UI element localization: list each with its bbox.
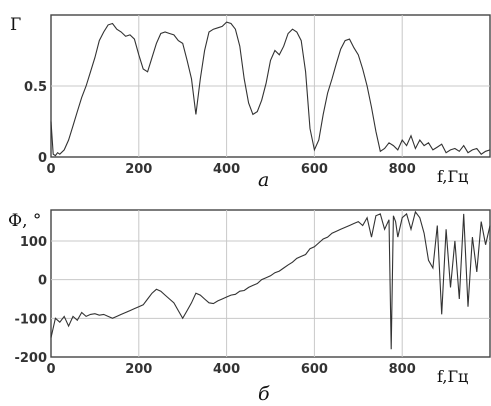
x-tick-label: 400	[213, 362, 240, 377]
chart-panel-b: 0 200 400 600 800 -200 -100 0 100 Ф, ° f,Гц б	[8, 209, 491, 405]
x-tick-label: 0	[46, 162, 55, 177]
y-tick-label: 0	[38, 151, 47, 166]
y-axis-label: Ф, °	[8, 211, 41, 231]
y-axis-label: Г	[10, 15, 21, 35]
grid-lines	[51, 15, 490, 157]
y-tick-label: 0.5	[24, 80, 47, 95]
x-axis-label: f,Гц	[437, 367, 468, 386]
chart-panel-a: 0 200 400 600 800 0 0.5 Г f,Гц а	[10, 14, 491, 191]
x-tick-label: 200	[125, 162, 152, 177]
y-tick-label: -200	[14, 351, 47, 366]
x-tick-label: 800	[389, 362, 416, 377]
panel-label: б	[258, 383, 270, 405]
panel-label: а	[258, 169, 269, 191]
x-tick-label: 600	[301, 162, 328, 177]
x-tick-label: 400	[213, 162, 240, 177]
x-axis-label: f,Гц	[437, 167, 468, 186]
x-tick-label: 200	[125, 362, 152, 377]
tick-labels: 0 200 400 600 800 0 0.5	[24, 80, 416, 177]
x-tick-label: 600	[301, 362, 328, 377]
plot-frame	[50, 209, 491, 358]
y-tick-label: 0	[38, 274, 47, 289]
series-line	[50, 21, 491, 157]
tick-labels: 0 200 400 600 800 -200 -100 0 100	[14, 235, 415, 377]
series-line	[50, 210, 491, 350]
y-tick-label: 100	[20, 235, 47, 250]
x-tick-label: 800	[389, 162, 416, 177]
y-tick-label: -100	[14, 312, 47, 327]
grid-lines	[51, 210, 490, 357]
x-tick-label: 0	[46, 362, 55, 377]
